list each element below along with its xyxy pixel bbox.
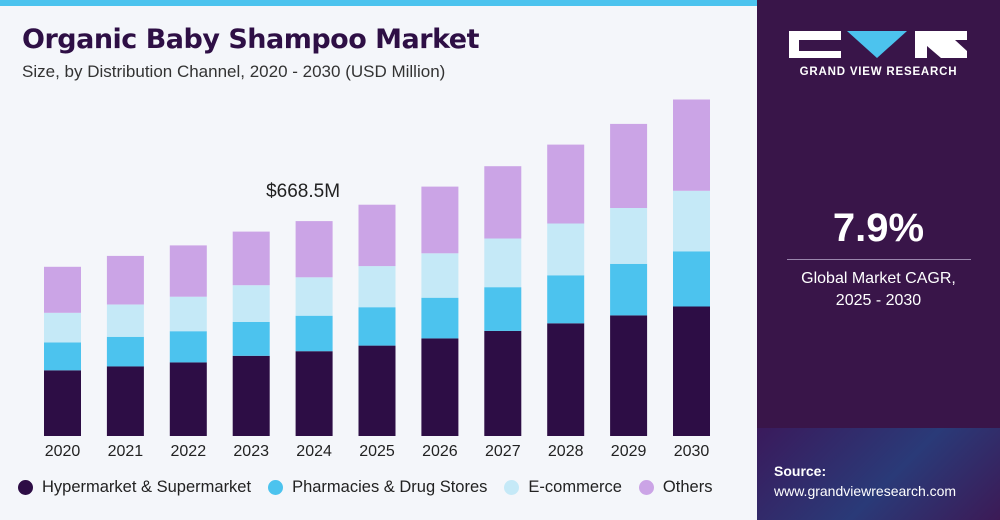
legend-label: Others xyxy=(662,478,713,496)
legend-label: E-commerce xyxy=(528,478,622,496)
cagr-label-line2: 2025 - 2030 xyxy=(835,292,922,309)
annotation-2024: $668.5M xyxy=(266,181,340,202)
bar-2022-pharmacies-drug-stores xyxy=(169,331,207,363)
source-label: Source: xyxy=(774,463,827,479)
bar-2029-e-commerce xyxy=(610,208,648,264)
bar-2028-e-commerce xyxy=(547,223,585,276)
legend-item-pharmacies-drug-stores: Pharmacies & Drug Stores xyxy=(268,478,487,497)
source-area xyxy=(757,428,1000,520)
cagr-label-line1: Global Market CAGR, xyxy=(801,270,956,287)
bar-2027-others xyxy=(484,166,522,239)
bar-2020-e-commerce xyxy=(44,312,81,343)
bar-2025-others xyxy=(358,204,396,267)
x-tick-label-2030: 2030 xyxy=(674,443,710,460)
bar-2024-pharmacies-drug-stores xyxy=(295,315,333,352)
legend-label: Pharmacies & Drug Stores xyxy=(292,478,488,496)
bar-2022-others xyxy=(169,245,207,297)
bar-2025-e-commerce xyxy=(358,266,396,308)
bar-2030-e-commerce xyxy=(673,190,710,252)
bar-2026-hypermarket-supermarket xyxy=(421,338,459,436)
bar-2029-others xyxy=(610,123,648,208)
bar-2022-hypermarket-supermarket xyxy=(169,362,207,436)
gvr-logo-icon xyxy=(789,31,967,58)
x-tick-label-2021: 2021 xyxy=(108,443,144,460)
bar-2025-hypermarket-supermarket xyxy=(358,345,396,436)
bar-2023-e-commerce xyxy=(232,285,270,322)
x-tick-label-2026: 2026 xyxy=(422,443,458,460)
bar-2024-others xyxy=(295,221,333,278)
x-tick-label-2027: 2027 xyxy=(485,443,521,460)
x-tick-label-2022: 2022 xyxy=(171,443,207,460)
legend-swatch xyxy=(638,480,654,495)
cagr-label: Global Market CAGR, 2025 - 2030 xyxy=(757,268,1000,312)
cagr-divider xyxy=(787,259,971,260)
x-tick-label-2020: 2020 xyxy=(45,443,81,460)
chart-title: Organic Baby Shampoo Market xyxy=(22,24,480,55)
legend-item-e-commerce: E-commerce xyxy=(504,478,622,497)
bar-2023-hypermarket-supermarket xyxy=(232,355,270,436)
legend-swatch xyxy=(504,480,520,495)
info-sidebar: GRAND VIEW RESEARCH 7.9% Global Market C… xyxy=(757,0,1000,520)
bar-2026-pharmacies-drug-stores xyxy=(421,297,459,339)
source-url[interactable]: www.grandviewresearch.com xyxy=(774,483,957,499)
x-tick-label-2028: 2028 xyxy=(548,443,584,460)
cagr-value: 7.9% xyxy=(832,206,925,250)
bar-2029-pharmacies-drug-stores xyxy=(610,263,648,316)
x-tick-label-2023: 2023 xyxy=(233,443,269,460)
bar-2020-pharmacies-drug-stores xyxy=(44,342,81,371)
bar-2024-e-commerce xyxy=(295,277,333,316)
bar-2027-e-commerce xyxy=(484,238,522,288)
bar-2020-hypermarket-supermarket xyxy=(44,370,81,436)
bar-2028-hypermarket-supermarket xyxy=(547,323,585,436)
legend-swatch xyxy=(268,480,284,495)
brand-name: GRAND VIEW RESEARCH xyxy=(799,66,958,78)
accent-stripe xyxy=(0,0,757,6)
x-tick-label-2029: 2029 xyxy=(611,443,647,460)
bar-2029-hypermarket-supermarket xyxy=(610,315,648,436)
x-tick-label-2025: 2025 xyxy=(359,443,395,460)
bar-2027-hypermarket-supermarket xyxy=(484,330,522,436)
bar-2021-e-commerce xyxy=(106,304,144,337)
bar-2025-pharmacies-drug-stores xyxy=(358,307,396,346)
bar-2026-e-commerce xyxy=(421,253,459,298)
bar-2028-pharmacies-drug-stores xyxy=(547,275,585,324)
bar-2024-hypermarket-supermarket xyxy=(295,351,333,436)
legend-item-others: Others xyxy=(638,478,713,497)
bar-2028-others xyxy=(547,144,585,224)
bar-2021-others xyxy=(106,255,144,305)
stacked-bar-chart: 2020 2021 2022 2023 2024 $668.5M 2025 2026 2027 2… xyxy=(44,99,710,460)
bar-2021-pharmacies-drug-stores xyxy=(106,336,144,367)
bar-2020-others xyxy=(44,266,81,313)
legend-swatch xyxy=(18,480,33,495)
bar-2021-hypermarket-supermarket xyxy=(106,366,144,436)
chart-panel: Organic Baby Shampoo Market Size, by Dis… xyxy=(0,0,757,520)
chart-legend: Hypermarket & Supermarket Pharmacies & Dr… xyxy=(18,478,729,497)
bar-2030-hypermarket-supermarket xyxy=(673,306,710,436)
bar-2030-pharmacies-drug-stores xyxy=(673,251,710,307)
bar-2022-e-commerce xyxy=(169,296,207,332)
chart-subtitle: Size, by Distribution Channel, 2020 - 20… xyxy=(22,62,446,81)
x-tick-label-2024: 2024 xyxy=(296,443,332,460)
legend-label: Hypermarket & Supermarket xyxy=(42,478,252,496)
bar-2023-pharmacies-drug-stores xyxy=(232,322,270,356)
bar-2027-pharmacies-drug-stores xyxy=(484,287,522,331)
bar-2023-others xyxy=(232,231,270,286)
bar-2026-others xyxy=(421,186,459,254)
legend-item-hypermarket-supermarket: Hypermarket & Supermarket xyxy=(18,478,251,497)
bar-2030-others xyxy=(673,99,710,191)
